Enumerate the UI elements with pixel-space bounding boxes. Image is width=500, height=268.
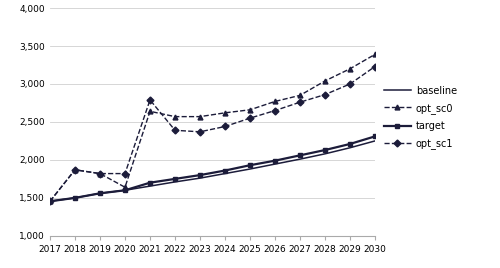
baseline — [172, 180, 178, 184]
opt_sc0 — [247, 108, 253, 111]
opt_sc0 — [222, 111, 228, 114]
baseline — [97, 192, 103, 195]
baseline — [147, 184, 153, 188]
opt_sc1 — [122, 172, 128, 175]
opt_sc1 — [72, 168, 78, 172]
opt_sc1 — [222, 125, 228, 128]
baseline — [372, 139, 378, 143]
opt_sc0 — [322, 79, 328, 83]
opt_sc0 — [47, 200, 53, 203]
baseline — [222, 172, 228, 175]
target — [297, 154, 303, 157]
opt_sc0 — [347, 67, 353, 70]
target — [147, 181, 153, 184]
Line: target: target — [48, 134, 378, 204]
opt_sc1 — [147, 98, 153, 102]
baseline — [347, 146, 353, 149]
opt_sc0 — [172, 115, 178, 118]
opt_sc0 — [97, 172, 103, 175]
target — [347, 142, 353, 146]
target — [47, 200, 53, 203]
target — [197, 173, 203, 177]
opt_sc1 — [372, 65, 378, 68]
opt_sc0 — [372, 53, 378, 56]
opt_sc1 — [347, 82, 353, 85]
target — [97, 192, 103, 195]
opt_sc0 — [147, 110, 153, 113]
Line: opt_sc1: opt_sc1 — [48, 64, 378, 204]
opt_sc0 — [122, 186, 128, 189]
target — [372, 135, 378, 138]
Legend: baseline, opt_sc0, target, opt_sc1: baseline, opt_sc0, target, opt_sc1 — [380, 82, 461, 153]
target — [122, 189, 128, 192]
target — [322, 148, 328, 152]
target — [172, 177, 178, 181]
opt_sc1 — [172, 129, 178, 132]
baseline — [72, 196, 78, 199]
target — [222, 169, 228, 172]
opt_sc0 — [272, 100, 278, 103]
opt_sc0 — [297, 94, 303, 97]
opt_sc1 — [47, 200, 53, 203]
baseline — [47, 200, 53, 203]
opt_sc1 — [322, 93, 328, 96]
opt_sc1 — [97, 172, 103, 175]
opt_sc1 — [272, 109, 278, 112]
baseline — [122, 189, 128, 192]
opt_sc1 — [247, 117, 253, 120]
baseline — [197, 177, 203, 180]
target — [272, 159, 278, 162]
baseline — [322, 152, 328, 155]
baseline — [272, 162, 278, 166]
Line: baseline: baseline — [50, 141, 375, 201]
baseline — [297, 158, 303, 161]
opt_sc1 — [297, 100, 303, 104]
opt_sc1 — [197, 130, 203, 133]
target — [72, 196, 78, 199]
Line: opt_sc0: opt_sc0 — [48, 52, 378, 204]
target — [247, 163, 253, 167]
baseline — [247, 168, 253, 171]
opt_sc0 — [197, 115, 203, 118]
opt_sc0 — [72, 168, 78, 172]
